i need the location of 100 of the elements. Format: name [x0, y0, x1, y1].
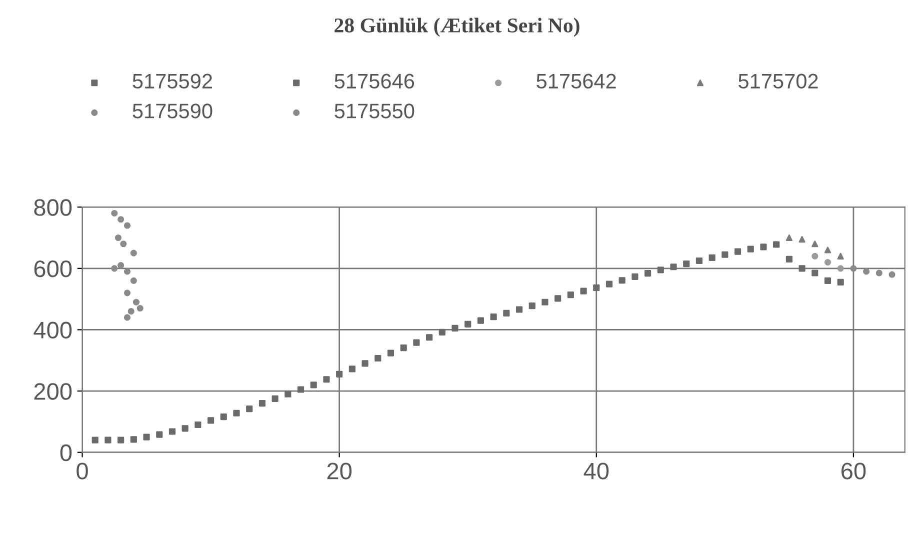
point: [863, 268, 870, 275]
point: [888, 271, 896, 278]
legend-label: 5175702: [738, 74, 818, 89]
point: [696, 257, 703, 264]
legend-label: 5175642: [536, 74, 616, 89]
point: [156, 431, 163, 438]
point: [850, 265, 857, 272]
legend-label: 5175550: [334, 104, 414, 118]
point: [734, 248, 742, 255]
y-tick-label: 0: [60, 444, 72, 462]
point: [118, 216, 124, 223]
point: [297, 386, 304, 393]
point: [130, 436, 137, 443]
point: [387, 350, 394, 356]
point: [580, 288, 587, 294]
point: [786, 234, 792, 242]
point: [413, 339, 420, 346]
point: [130, 277, 137, 284]
point: [92, 436, 98, 444]
point: [194, 421, 202, 428]
point: [618, 277, 626, 284]
point: [503, 310, 510, 316]
point: [220, 413, 227, 420]
point: [812, 270, 818, 276]
point: [336, 370, 343, 378]
point: [786, 256, 792, 263]
point: [516, 306, 523, 313]
chart-title: 28 Günlük (Ætiket Seri No): [334, 18, 580, 37]
point: [272, 395, 278, 402]
legend-label: 5175646: [334, 74, 414, 89]
y-tick-label: 600: [34, 260, 72, 278]
point: [593, 284, 600, 292]
point: [374, 354, 382, 362]
point: [812, 252, 818, 260]
point: [438, 328, 446, 336]
x-tick-label: 20: [327, 462, 352, 480]
point: [824, 258, 832, 266]
y-tick-label: 200: [34, 383, 72, 400]
point: [233, 410, 240, 416]
legend-label: 5175590: [132, 104, 212, 118]
point: [111, 210, 118, 217]
y-tick-label: 800: [34, 199, 72, 216]
point: [426, 334, 433, 341]
point: [124, 268, 131, 275]
point: [362, 360, 368, 367]
legend-label: 5175592: [132, 74, 212, 89]
point: [114, 234, 122, 242]
point: [824, 246, 832, 254]
point: [812, 240, 818, 248]
point: [554, 295, 562, 302]
point: [683, 260, 690, 268]
point: [632, 273, 638, 280]
point: [143, 434, 150, 440]
point: [798, 236, 806, 243]
point: [567, 291, 574, 298]
point: [258, 400, 266, 407]
point: [132, 298, 140, 306]
point: [400, 344, 407, 352]
point: [464, 320, 472, 328]
point: [118, 262, 124, 269]
point: [722, 251, 728, 258]
point: [323, 376, 330, 383]
point: [208, 417, 214, 424]
point: [182, 425, 188, 432]
point: [128, 308, 134, 315]
point: [104, 436, 112, 444]
point: [798, 265, 806, 272]
point: [837, 252, 844, 260]
point: [876, 270, 882, 276]
point: [124, 290, 131, 296]
point: [747, 246, 754, 252]
point: [111, 265, 118, 272]
y-tick-label: 400: [34, 322, 72, 339]
point: [542, 298, 548, 306]
point: [310, 382, 317, 388]
point: [708, 254, 716, 261]
point: [284, 390, 292, 398]
x-tick-label: 60: [842, 462, 866, 480]
x-tick-label: 40: [584, 462, 609, 480]
point: [528, 302, 536, 310]
point: [670, 264, 677, 270]
point: [246, 406, 253, 412]
point: [348, 366, 356, 372]
point: [490, 314, 497, 320]
point: [606, 280, 613, 288]
point: [124, 314, 131, 321]
point: [760, 244, 767, 250]
point: [644, 270, 652, 277]
point: [837, 265, 844, 272]
point: [124, 222, 131, 229]
point: [136, 304, 144, 312]
point: [168, 428, 176, 435]
point: [773, 241, 780, 248]
point: [657, 266, 664, 274]
point: [130, 250, 137, 256]
x-tick-label: 0: [76, 462, 88, 480]
point: [824, 277, 832, 284]
point: [118, 436, 124, 444]
point: [452, 324, 458, 332]
point: [120, 240, 127, 248]
